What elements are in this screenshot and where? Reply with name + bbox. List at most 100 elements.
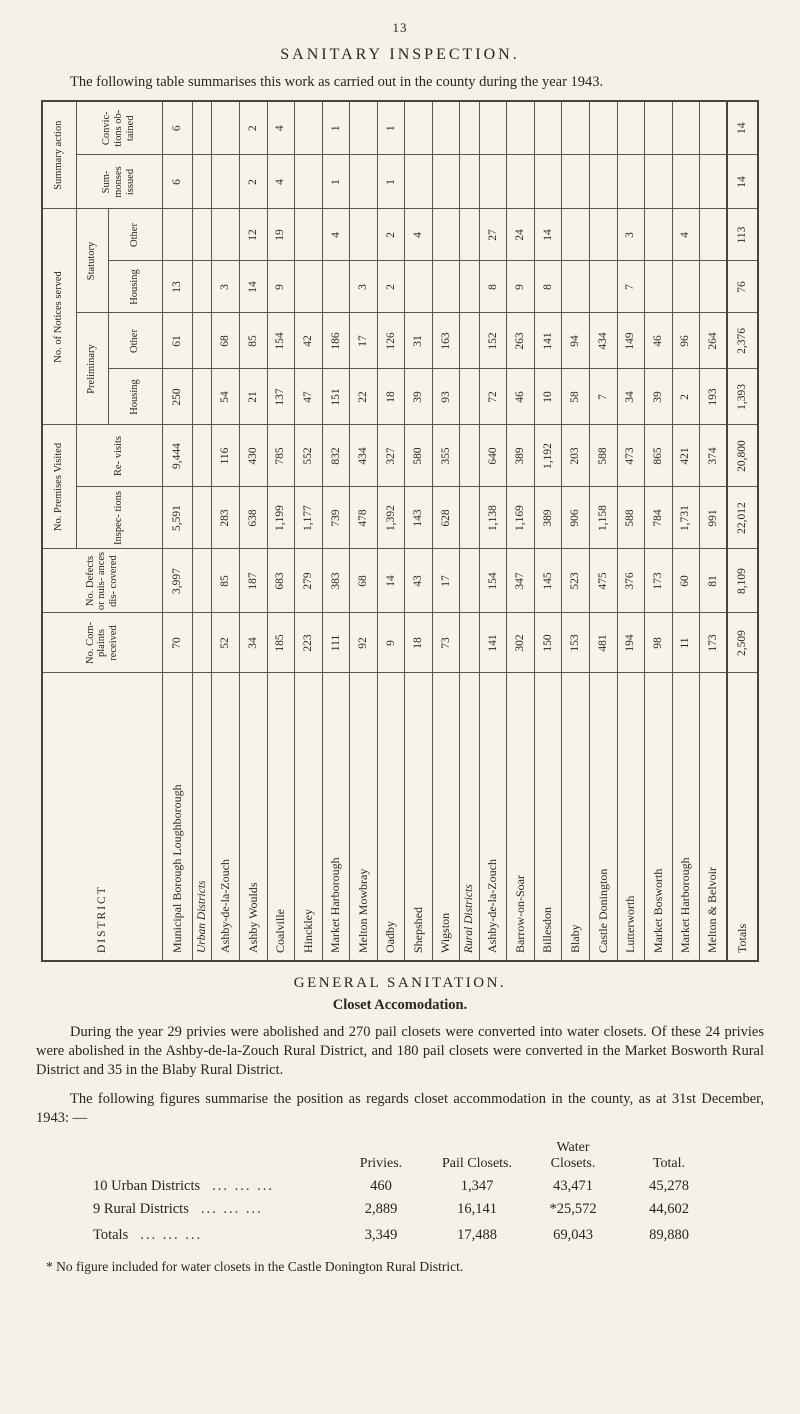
value-cell: 13 <box>162 261 193 314</box>
value-cell: 85 <box>239 313 268 370</box>
district-row: Blaby 153 523 906 203 58 94 <box>561 101 590 962</box>
closet-header-spacer <box>83 1140 333 1175</box>
blank-cell <box>459 549 480 614</box>
value-cell: 52 <box>211 613 240 674</box>
district-name: Ashby-de-la-Zouch <box>211 673 240 962</box>
value-cell: 151 <box>322 369 350 426</box>
value-cell <box>322 261 350 314</box>
closet-row-label-text: 9 Rural Districts <box>93 1200 189 1217</box>
closet-header-total: Total. <box>652 1155 686 1171</box>
header-revisits: Re- visits <box>76 425 162 488</box>
district-name: Shepshed <box>404 673 433 962</box>
closet-table-row: 9 Rural Districts ... ... ... 2,889 16,141 *… <box>83 1198 717 1221</box>
value-cell: 327 <box>377 425 405 488</box>
value-cell: 6 <box>162 155 193 210</box>
district-name: Barrow-on-Soar <box>506 673 535 962</box>
value-cell: 68 <box>349 549 378 614</box>
value-cell: 628 <box>432 487 460 550</box>
closet-header-pail: Pail Closets. <box>441 1155 512 1171</box>
value-cell: 250 <box>162 369 193 426</box>
district-row: Melton Mowbray 92 68 478 434 22 17 3 <box>349 101 378 962</box>
header-district: DISTRICT <box>42 673 162 962</box>
value-cell <box>404 101 433 156</box>
value-cell: 523 <box>561 549 590 614</box>
value-cell: 154 <box>267 313 295 370</box>
value-cell: 18 <box>377 369 405 426</box>
closet-row-label: 9 Rural Districts ... ... ... <box>83 1198 333 1221</box>
blank-cell <box>192 155 212 210</box>
closet-table: Privies. Pail Closets. Water Closets. To… <box>83 1140 717 1247</box>
value-cell: 374 <box>699 425 728 488</box>
header-preliminary-other: Other <box>108 313 162 370</box>
district-row: Ashby-de-la-Zouch 141 154 1,138 640 72 152 8 27 <box>479 101 507 962</box>
value-cell: 39 <box>644 369 673 426</box>
header-preliminary: Preliminary <box>76 313 108 426</box>
value-cell: 906 <box>561 487 590 550</box>
value-cell <box>699 209 728 262</box>
value-cell: 430 <box>239 425 268 488</box>
district-row: Shepshed 18 43 143 580 39 31 4 <box>404 101 433 962</box>
value-cell <box>699 155 728 210</box>
value-cell: 18 <box>404 613 433 674</box>
value-cell: 60 <box>672 549 700 614</box>
value-cell: 154 <box>479 549 507 614</box>
value-cell: 1,199 <box>267 487 295 550</box>
inspection-table-rotated: DISTRICT No. Com- plaints received No. D… <box>41 100 759 963</box>
value-cell: 194 <box>617 613 645 674</box>
value-cell: 14 <box>239 261 268 314</box>
closet-value-cell: 45,278 <box>649 1177 689 1194</box>
value-cell: 145 <box>534 549 562 614</box>
value-cell <box>432 261 460 314</box>
value-cell: 1,392 <box>377 487 405 550</box>
district-name: Oadby <box>377 673 405 962</box>
value-cell: 2 <box>377 261 405 314</box>
value-cell: 389 <box>506 425 535 488</box>
value-cell: 1,731 <box>672 487 700 550</box>
district-row: Market Harborough 111 383 739 832 151 186 4 1 1 <box>322 101 350 962</box>
header-statutory-other: Other <box>108 209 162 262</box>
value-cell <box>479 101 507 156</box>
value-cell <box>644 101 673 156</box>
value-cell: 186 <box>322 313 350 370</box>
value-cell: 70 <box>162 613 193 674</box>
blank-cell <box>459 369 480 426</box>
value-cell: 552 <box>294 425 323 488</box>
closet-table-row: Totals ... ... ... 3,349 17,488 69,043 89,880 <box>83 1221 717 1247</box>
value-cell <box>432 101 460 156</box>
total-value-cell: 14 <box>727 155 758 210</box>
district-group-row: Urban Districts <box>192 101 212 962</box>
value-cell: 46 <box>506 369 535 426</box>
value-cell: 73 <box>432 613 460 674</box>
totals-row: Totals 2,509 8,109 22,012 20,800 1,393 2,376 76… <box>727 101 758 962</box>
value-cell: 150 <box>534 613 562 674</box>
value-cell: 8 <box>479 261 507 314</box>
blank-cell <box>192 209 212 262</box>
value-cell: 421 <box>672 425 700 488</box>
district-name: Coalville <box>267 673 295 962</box>
value-cell: 263 <box>506 313 535 370</box>
value-cell: 14 <box>534 209 562 262</box>
value-cell: 785 <box>267 425 295 488</box>
value-cell: 302 <box>506 613 535 674</box>
value-cell: 58 <box>561 369 590 426</box>
value-cell: 163 <box>432 313 460 370</box>
district-group-row: Rural Districts <box>459 101 480 962</box>
value-cell: 478 <box>349 487 378 550</box>
closet-header-privies: Privies. <box>359 1155 403 1171</box>
value-cell: 47 <box>294 369 323 426</box>
value-cell: 9 <box>377 613 405 674</box>
dot-leader: ... ... ... <box>212 1177 274 1194</box>
closet-row-label-text: 10 Urban Districts <box>93 1177 201 1194</box>
value-cell: 638 <box>239 487 268 550</box>
value-cell <box>672 101 700 156</box>
value-cell: 143 <box>404 487 433 550</box>
value-cell <box>506 101 535 156</box>
value-cell: 39 <box>404 369 433 426</box>
value-cell: 784 <box>644 487 673 550</box>
value-cell: 2 <box>377 209 405 262</box>
value-cell: 6 <box>162 101 193 156</box>
closet-value-cell: 69,043 <box>553 1226 593 1243</box>
value-cell: 434 <box>349 425 378 488</box>
value-cell <box>294 101 323 156</box>
